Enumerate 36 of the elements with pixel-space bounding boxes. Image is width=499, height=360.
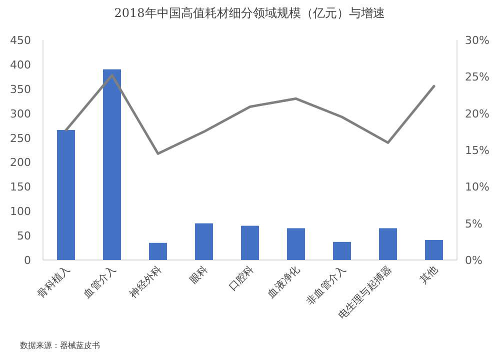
chart-title: 2018年中国高值耗材细分领域规模（亿元）与增速 bbox=[114, 6, 385, 20]
y2-tick-label: 30% bbox=[465, 34, 490, 47]
y-tick-label: 350 bbox=[10, 82, 31, 96]
x-tick-label: 其他 bbox=[417, 264, 440, 286]
y-tick-label: 250 bbox=[10, 132, 31, 145]
bar bbox=[149, 242, 167, 260]
x-tick-label: 血管介入 bbox=[81, 264, 118, 300]
bar bbox=[333, 242, 351, 260]
y2-tick-label: 10% bbox=[465, 180, 490, 194]
y-tick-label: 100 bbox=[10, 205, 31, 218]
line-series bbox=[64, 74, 436, 155]
bar bbox=[287, 228, 305, 260]
x-tick-label: 骨科植入 bbox=[35, 264, 72, 300]
bar bbox=[57, 130, 75, 260]
bar bbox=[195, 223, 213, 260]
x-tick-label: 口腔科 bbox=[226, 264, 256, 294]
x-tick-label: 眼科 bbox=[187, 264, 210, 286]
y2-tick-label: 0% bbox=[465, 254, 482, 267]
y2-tick-label: 15% bbox=[465, 144, 490, 157]
bar bbox=[379, 228, 397, 260]
y-tick-label: 200 bbox=[10, 156, 31, 170]
y-tick-label: 50 bbox=[17, 230, 31, 243]
y-tick-label: 400 bbox=[10, 58, 31, 72]
y2-tick-label: 25% bbox=[465, 70, 490, 84]
x-tick-label: 神经外科 bbox=[127, 264, 164, 300]
y-tick-label: 0 bbox=[24, 254, 31, 267]
source-note: 数据来源：器械蓝皮书 bbox=[20, 341, 100, 350]
y-tick-label: 150 bbox=[10, 180, 31, 194]
y-tick-label: 300 bbox=[10, 107, 31, 120]
y2-tick-label: 20% bbox=[465, 107, 490, 120]
bar bbox=[241, 226, 259, 260]
y-tick-label: 450 bbox=[10, 34, 31, 47]
bar bbox=[425, 240, 443, 260]
x-tick-label: 血液净化 bbox=[265, 264, 302, 300]
bar bbox=[103, 69, 121, 260]
y2-tick-label: 5% bbox=[465, 217, 482, 230]
